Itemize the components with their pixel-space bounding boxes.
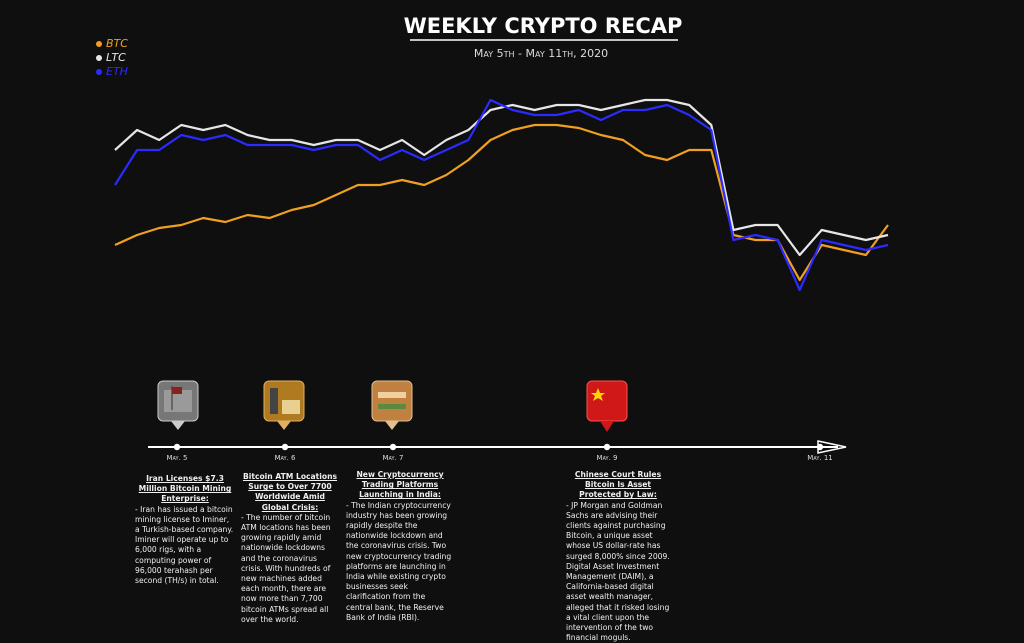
event-icon (157, 380, 199, 430)
event-title: New Cryptocurrency Trading Platforms Lau… (356, 470, 444, 500)
event: Chinese Court Rules Bitcoin Is Asset Pro… (566, 470, 670, 643)
event-body: - The number of bitcoin ATM locations ha… (241, 512, 331, 624)
event-title: Bitcoin ATM Locations Surge to Over 7700… (242, 472, 338, 512)
event-body: - The Indian cryptocurrency industry has… (346, 500, 452, 622)
event-title: Chinese Court Rules Bitcoin Is Asset Pro… (574, 470, 662, 500)
page: WEEKLY CRYPTO RECAP May 5th - May 11th, … (96, 14, 889, 643)
event-icon (586, 380, 628, 432)
timeline-dot (281, 443, 289, 451)
timeline-date: May. 5 (166, 454, 187, 462)
legend-swatch (96, 55, 102, 61)
timeline-date: May. 9 (596, 454, 617, 462)
timeline-dot (816, 443, 824, 451)
timeline-date: May. 7 (382, 454, 403, 462)
infographic: WEEKLY CRYPTO RECAP May 5th - May 11th, … (96, 14, 889, 462)
legend-label: BTC (106, 37, 128, 50)
line-btc (114, 123, 889, 282)
legend-swatch (96, 69, 102, 75)
title: WEEKLY CRYPTO RECAP (404, 14, 683, 38)
timeline-dot (173, 443, 181, 451)
line-eth (114, 98, 889, 292)
legend-swatch (96, 41, 102, 47)
event: Bitcoin ATM Locations Surge to Over 7700… (241, 472, 339, 625)
event: Iran Licenses $7.3 Million Bitcoin Minin… (135, 474, 235, 586)
event-body: - JP Morgan and Goldman Sachs are advisi… (566, 500, 670, 561)
legend-label: ETH (106, 65, 128, 78)
event-icon (263, 380, 305, 430)
timeline-date: May. 6 (274, 454, 296, 462)
timeline-dot (603, 443, 611, 451)
event-title: Iran Licenses $7.3 Million Bitcoin Minin… (138, 474, 232, 504)
subtitle: May 5th - May 11th, 2020 (474, 47, 608, 60)
timeline-dot (389, 443, 397, 451)
event-body: - Iran has issued a bitcoin mining licen… (135, 504, 234, 586)
line-ltc (114, 98, 889, 257)
event-icon (371, 380, 413, 430)
legend-label: LTC (106, 51, 126, 64)
timeline-date: May. 11 (807, 454, 832, 462)
event: New Cryptocurrency Trading Platforms Lau… (346, 470, 454, 623)
event-body: Digital Asset Investment Management (DAI… (566, 561, 670, 643)
